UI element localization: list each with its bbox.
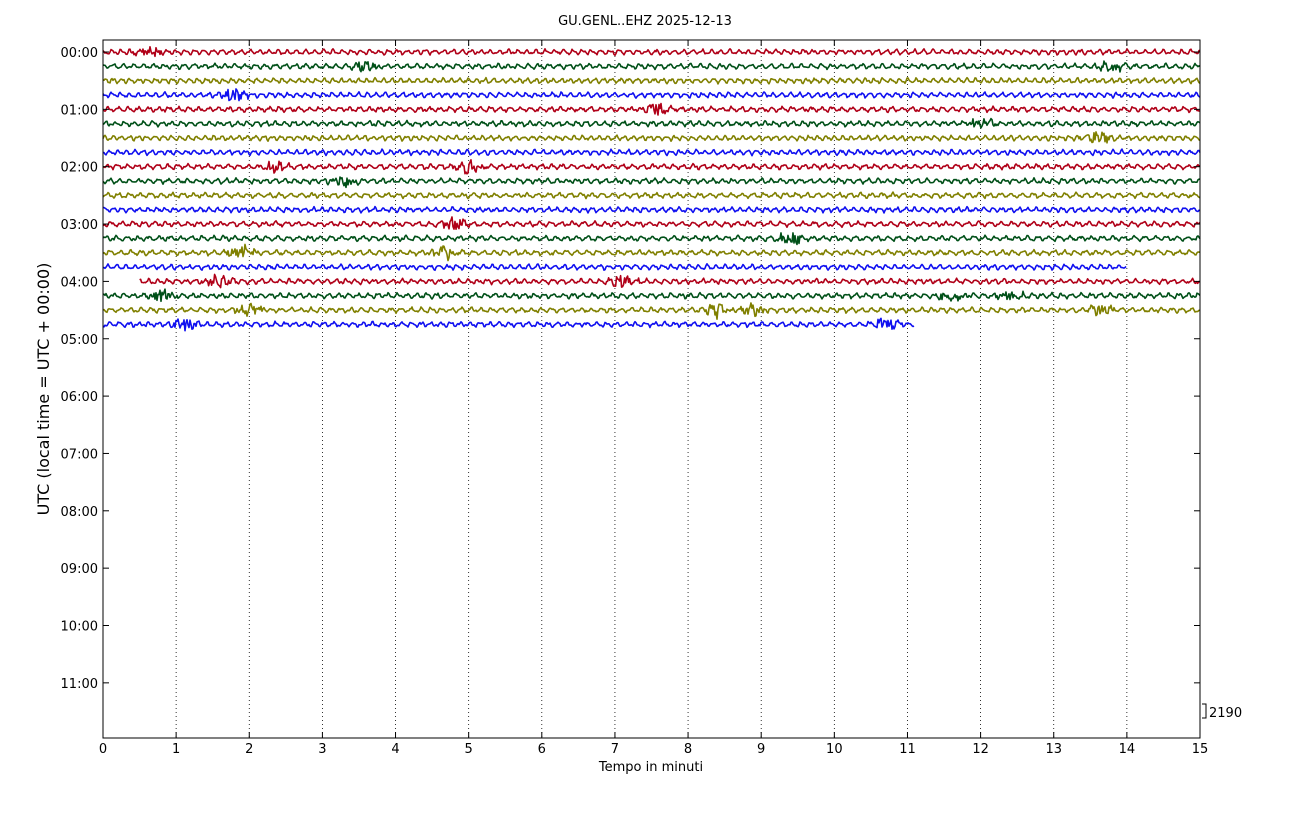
vertical-gridlines [175,40,1128,738]
scale-bar [1202,703,1207,719]
seismic-trace [102,60,1201,73]
seismic-trace [102,131,1201,144]
x-tick-label: 3 [318,742,326,757]
x-tick-label: 9 [757,742,765,757]
seismic-traces [102,45,1201,332]
y-tick-label: 01:00 [61,103,98,118]
y-tick-label: 09:00 [61,562,98,577]
y-tick-label: 11:00 [61,677,98,692]
x-axis-ticks: 0 1 2 3 4 5 6 7 8 9 10 11 12 13 14 15 [99,40,1208,757]
x-tick-label: 1 [172,742,180,757]
seismic-trace [102,45,1201,58]
seismic-trace [102,263,1127,272]
x-tick-label: 4 [391,742,399,757]
seismic-trace [102,117,1201,129]
x-tick-label: 7 [611,742,619,757]
x-tick-label: 11 [899,742,916,757]
y-axis-label: UTC (local time = UTC + 00:00) [34,263,53,516]
y-tick-label: 00:00 [61,46,98,61]
seismic-trace [102,288,1201,303]
y-tick-label: 02:00 [61,161,98,176]
amplitude-scale: 2190 [1202,703,1242,721]
scale-label: 2190 [1209,706,1242,721]
x-tick-label: 5 [465,742,473,757]
y-tick-label: 06:00 [61,390,98,405]
seismic-trace [139,273,1201,289]
seismic-trace [102,232,1201,246]
y-axis-ticks: 00:00 01:00 02:00 03:00 04:00 05:00 06:00 07:00… [61,46,1200,692]
seismic-trace [102,302,1201,320]
plot-frame [102,39,1201,739]
x-tick-label: 14 [1119,742,1136,757]
y-tick-label: 04:00 [61,275,98,290]
seismic-trace [102,76,1201,85]
y-tick-label: 07:00 [61,447,98,462]
y-tick-label: 10:00 [61,620,98,635]
seismic-trace [102,205,1201,214]
seismic-trace [102,191,1201,200]
seismic-trace [102,102,1201,116]
seismic-trace [102,243,1201,262]
x-tick-label: 13 [1045,742,1062,757]
y-tick-label: 05:00 [61,333,98,348]
x-tick-label: 0 [99,742,107,757]
seismic-trace [102,216,1201,230]
seismic-trace [102,148,1201,157]
x-tick-label: 2 [245,742,253,757]
y-tick-label: 03:00 [61,218,98,233]
x-tick-label: 12 [972,742,989,757]
x-axis-label: Tempo in minuti [598,760,703,775]
y-tick-label: 08:00 [61,505,98,520]
seismic-trace [102,88,1201,102]
x-tick-label: 6 [538,742,546,757]
x-tick-label: 15 [1192,742,1209,757]
x-tick-label: 8 [684,742,692,757]
seismic-trace [102,159,1201,175]
chart-title: GU.GENL..EHZ 2025-12-13 [558,14,732,29]
seismic-trace [102,176,1201,189]
x-tick-label: 10 [826,742,843,757]
seismic-trace [102,317,915,332]
